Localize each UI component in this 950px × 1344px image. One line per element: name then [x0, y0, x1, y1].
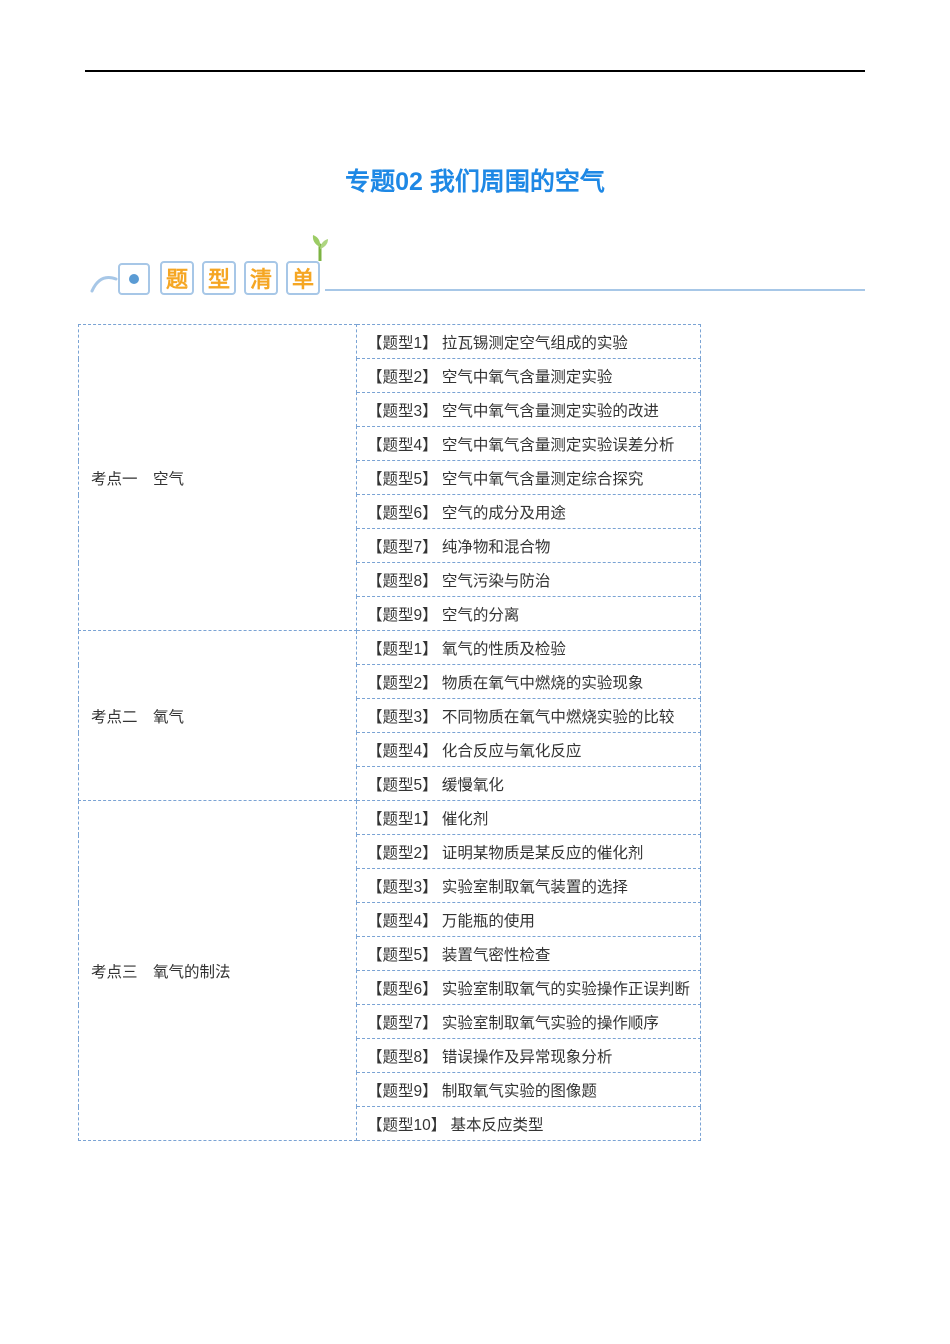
topic-tag: 【题型9】	[367, 1083, 438, 1100]
topic-text: 缓慢氧化	[438, 777, 504, 794]
topic-cell: 【题型5】 空气中氧气含量测定综合探究	[357, 461, 701, 495]
keypoint-cell: 考点一 空气	[79, 325, 357, 631]
topic-cell: 【题型1】 催化剂	[357, 801, 701, 835]
topic-tag: 【题型1】	[367, 335, 438, 352]
topic-cell: 【题型3】 不同物质在氧气中燃烧实验的比较	[357, 699, 701, 733]
topic-cell: 【题型10】 基本反应类型	[357, 1107, 701, 1141]
topic-tag: 【题型8】	[367, 1049, 438, 1066]
section-header: 题 型 清 单	[90, 245, 865, 295]
topic-cell: 【题型7】 纯净物和混合物	[357, 529, 701, 563]
topic-text: 空气污染与防治	[438, 573, 551, 590]
topic-tag: 【题型3】	[367, 403, 438, 420]
table-row: 考点三 氧气的制法【题型1】 催化剂	[79, 801, 701, 835]
bullet-box	[118, 263, 150, 295]
section-underline	[325, 289, 865, 291]
curl-icon	[90, 271, 120, 293]
topic-cell: 【题型3】 实验室制取氧气装置的选择	[357, 869, 701, 903]
topic-cell: 【题型4】 化合反应与氧化反应	[357, 733, 701, 767]
topic-text: 空气中氧气含量测定实验的改进	[438, 403, 659, 420]
topic-tag: 【题型5】	[367, 777, 438, 794]
topic-tag: 【题型3】	[367, 709, 438, 726]
topic-cell: 【题型8】 空气污染与防治	[357, 563, 701, 597]
topic-text: 错误操作及异常现象分析	[438, 1049, 613, 1066]
topic-text: 纯净物和混合物	[438, 539, 551, 556]
table-row: 考点一 空气【题型1】 拉瓦锡测定空气组成的实验	[79, 325, 701, 359]
topic-cell: 【题型5】 装置气密性检查	[357, 937, 701, 971]
topic-tag: 【题型7】	[367, 1015, 438, 1032]
topic-text: 装置气密性检查	[438, 947, 551, 964]
topic-cell: 【题型3】 空气中氧气含量测定实验的改进	[357, 393, 701, 427]
topic-tag: 【题型6】	[367, 505, 438, 522]
label-char-1: 题	[160, 261, 194, 295]
topic-cell: 【题型2】 证明某物质是某反应的催化剂	[357, 835, 701, 869]
label-char-2: 型	[202, 261, 236, 295]
sprout-icon	[310, 233, 330, 261]
topic-cell: 【题型9】 制取氧气实验的图像题	[357, 1073, 701, 1107]
topic-tag: 【题型5】	[367, 947, 438, 964]
topic-text: 证明某物质是某反应的催化剂	[438, 845, 644, 862]
topic-text: 化合反应与氧化反应	[438, 743, 582, 760]
top-rule	[85, 70, 865, 72]
topic-cell: 【题型5】 缓慢氧化	[357, 767, 701, 801]
topic-tag: 【题型6】	[367, 981, 438, 998]
topic-tag: 【题型2】	[367, 845, 438, 862]
topic-tag: 【题型3】	[367, 879, 438, 896]
topic-text: 催化剂	[438, 811, 489, 828]
topic-text: 拉瓦锡测定空气组成的实验	[438, 335, 628, 352]
topic-cell: 【题型6】 实验室制取氧气的实验操作正误判断	[357, 971, 701, 1005]
topic-tag: 【题型4】	[367, 437, 438, 454]
label-char-4: 单	[286, 261, 320, 295]
topic-table: 考点一 空气【题型1】 拉瓦锡测定空气组成的实验【题型2】 空气中氧气含量测定实…	[78, 324, 701, 1141]
topic-text: 氧气的性质及检验	[438, 641, 566, 658]
table-row: 考点二 氧气【题型1】 氧气的性质及检验	[79, 631, 701, 665]
topic-tag: 【题型10】	[367, 1117, 446, 1134]
topic-text: 空气中氧气含量测定实验误差分析	[438, 437, 675, 454]
topic-text: 实验室制取氧气实验的操作顺序	[438, 1015, 659, 1032]
topic-cell: 【题型6】 空气的成分及用途	[357, 495, 701, 529]
topic-tag: 【题型9】	[367, 607, 438, 624]
topic-tag: 【题型5】	[367, 471, 438, 488]
topic-tag: 【题型1】	[367, 641, 438, 658]
topic-tag: 【题型2】	[367, 675, 438, 692]
topic-tag: 【题型8】	[367, 573, 438, 590]
topic-cell: 【题型1】 氧气的性质及检验	[357, 631, 701, 665]
topic-text: 空气中氧气含量测定综合探究	[438, 471, 644, 488]
topic-cell: 【题型4】 空气中氧气含量测定实验误差分析	[357, 427, 701, 461]
topic-cell: 【题型4】 万能瓶的使用	[357, 903, 701, 937]
topic-tag: 【题型4】	[367, 743, 438, 760]
keypoint-cell: 考点二 氧气	[79, 631, 357, 801]
topic-cell: 【题型1】 拉瓦锡测定空气组成的实验	[357, 325, 701, 359]
topic-tag: 【题型1】	[367, 811, 438, 828]
topic-text: 基本反应类型	[446, 1117, 543, 1134]
topic-text: 万能瓶的使用	[438, 913, 535, 930]
topic-text: 制取氧气实验的图像题	[438, 1083, 597, 1100]
topic-cell: 【题型9】 空气的分离	[357, 597, 701, 631]
topic-text: 实验室制取氧气装置的选择	[438, 879, 628, 896]
topic-text: 不同物质在氧气中燃烧实验的比较	[438, 709, 675, 726]
topic-cell: 【题型2】 空气中氧气含量测定实验	[357, 359, 701, 393]
topic-cell: 【题型2】 物质在氧气中燃烧的实验现象	[357, 665, 701, 699]
topic-tag: 【题型2】	[367, 369, 438, 386]
topic-text: 空气的分离	[438, 607, 520, 624]
topic-text: 空气的成分及用途	[438, 505, 566, 522]
topic-cell: 【题型7】 实验室制取氧气实验的操作顺序	[357, 1005, 701, 1039]
topic-text: 物质在氧气中燃烧的实验现象	[438, 675, 644, 692]
topic-text: 空气中氧气含量测定实验	[438, 369, 613, 386]
topic-tag: 【题型7】	[367, 539, 438, 556]
topic-tag: 【题型4】	[367, 913, 438, 930]
topic-cell: 【题型8】 错误操作及异常现象分析	[357, 1039, 701, 1073]
topic-text: 实验室制取氧气的实验操作正误判断	[438, 981, 690, 998]
label-char-3: 清	[244, 261, 278, 295]
page-title: 专题02 我们周围的空气	[0, 162, 950, 198]
keypoint-cell: 考点三 氧气的制法	[79, 801, 357, 1141]
